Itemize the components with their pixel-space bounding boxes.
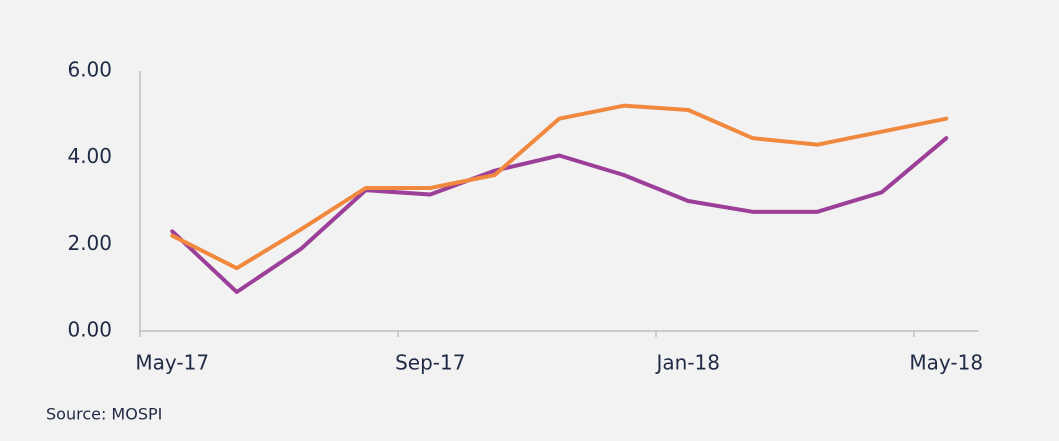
x-tick-label: Sep-17: [395, 351, 465, 375]
y-tick-label: 2.00: [67, 231, 112, 255]
y-tick-label: 4.00: [67, 144, 112, 168]
y-tick-label: 6.00: [67, 58, 112, 82]
x-tick-label: Jan-18: [655, 351, 721, 375]
x-tick-label: May-17: [135, 351, 209, 375]
y-tick-label: 0.00: [67, 318, 112, 342]
series-line: [170, 136, 949, 294]
series-line: [170, 103, 949, 271]
source-note: Source: MOSPI: [46, 405, 162, 424]
x-tick-label: May-18: [909, 351, 983, 375]
